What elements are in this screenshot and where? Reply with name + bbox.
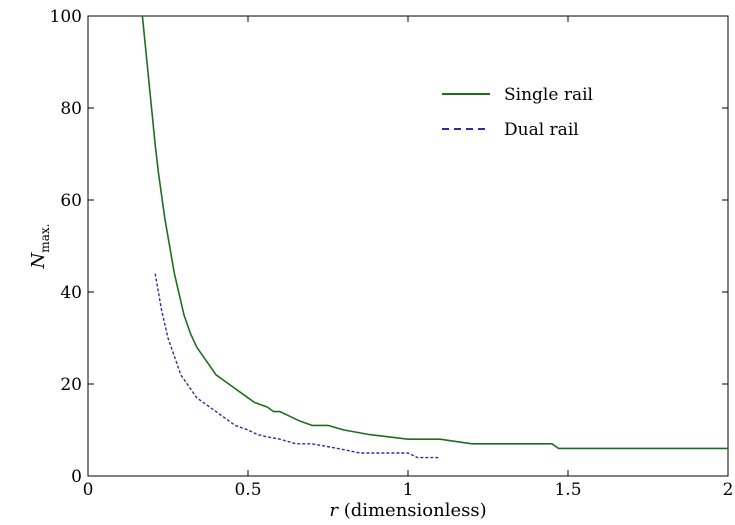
y-axis-subscript: max. xyxy=(38,224,52,253)
tick-marks xyxy=(87,15,729,477)
x-tick-label: 1 xyxy=(403,480,414,500)
y-axis-title: Nmax. xyxy=(28,224,52,270)
legend-label-single-rail: Single rail xyxy=(504,85,593,105)
plot-frame xyxy=(87,15,729,477)
y-axis-variable: N xyxy=(28,251,49,269)
x-tick-label: 2 xyxy=(723,480,734,500)
y-tick-label: 20 xyxy=(60,375,82,395)
x-axis-title-rest: (dimensionless) xyxy=(338,500,487,521)
x-axis-title: r (dimensionless) xyxy=(329,500,486,521)
series-lines xyxy=(141,15,728,459)
y-tick-label: 100 xyxy=(50,7,82,27)
x-tick-label: 0.5 xyxy=(234,480,261,500)
x-tick-label: 0 xyxy=(83,480,94,500)
series-line-dual-rail xyxy=(154,273,440,459)
y-tick-label: 80 xyxy=(60,99,82,119)
series-line-single-rail xyxy=(141,15,728,450)
y-tick-label: 40 xyxy=(60,283,82,303)
x-tick-label: 1.5 xyxy=(554,480,581,500)
y-tick-label: 60 xyxy=(60,191,82,211)
y-tick-label: 0 xyxy=(71,467,82,487)
legend: Single rail Dual rail xyxy=(442,85,593,140)
x-axis-variable: r xyxy=(329,500,339,521)
legend-label-dual-rail: Dual rail xyxy=(504,120,579,140)
